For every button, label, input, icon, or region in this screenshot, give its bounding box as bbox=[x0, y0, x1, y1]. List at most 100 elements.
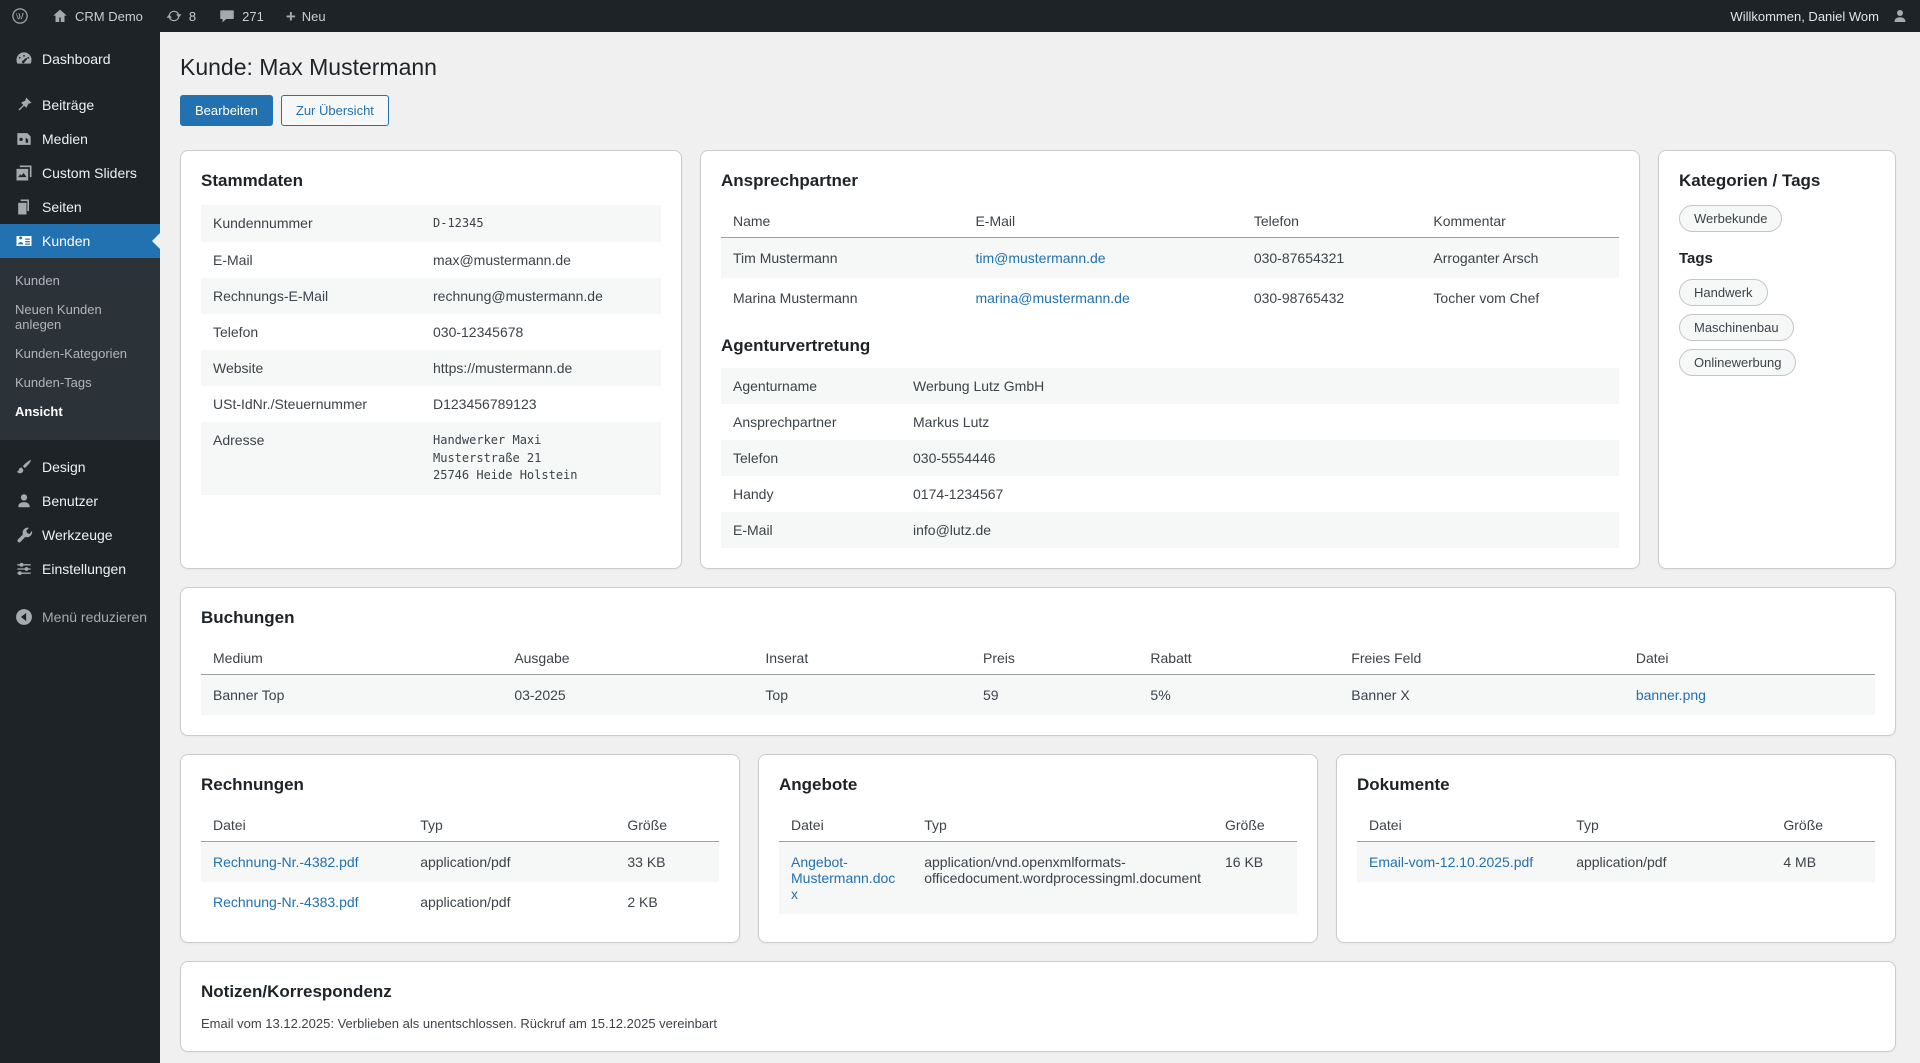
admin-sidebar: Dashboard Beiträge Medien Custom Sliders… bbox=[0, 32, 160, 1063]
pages-icon bbox=[14, 197, 34, 217]
stammdaten-row: Kundennummer D-12345 bbox=[201, 205, 661, 242]
sidebar-item-kunden[interactable]: Kunden bbox=[0, 224, 160, 258]
cell-medium: Banner Top bbox=[201, 675, 502, 716]
images-icon bbox=[14, 163, 34, 183]
offer-file-link[interactable]: Angebot-Mustermann.docx bbox=[791, 854, 895, 902]
field-value: D123456789123 bbox=[433, 396, 537, 412]
column-header: Kommentar bbox=[1421, 205, 1619, 238]
table-row: Marina Mustermann marina@mustermann.de 0… bbox=[721, 278, 1619, 318]
agentur-heading: Agenturvertretung bbox=[721, 336, 1619, 356]
user-icon bbox=[14, 491, 34, 511]
submenu-item-kunden-kategorien[interactable]: Kunden-Kategorien bbox=[0, 339, 160, 368]
sidebar-label: Dashboard bbox=[42, 51, 111, 67]
field-label: Telefon bbox=[733, 450, 913, 466]
cell-rabatt: 5% bbox=[1138, 675, 1339, 716]
stammdaten-row: Website https://mustermann.de bbox=[201, 350, 661, 386]
column-header: Ausgabe bbox=[502, 642, 753, 675]
agentur-row: Handy 0174-1234567 bbox=[721, 476, 1619, 512]
sidebar-item-custom-sliders[interactable]: Custom Sliders bbox=[0, 156, 160, 190]
billing-email-link[interactable]: rechnung@mustermann.de bbox=[433, 288, 603, 304]
sidebar-item-beitraege[interactable]: Beiträge bbox=[0, 88, 160, 122]
email-link[interactable]: max@mustermann.de bbox=[433, 252, 571, 268]
field-label: Agenturname bbox=[733, 378, 913, 394]
column-header: Datei bbox=[1624, 642, 1875, 675]
home-icon bbox=[51, 7, 69, 25]
submenu-item-kunden[interactable]: Kunden bbox=[0, 266, 160, 295]
overview-button[interactable]: Zur Übersicht bbox=[281, 95, 389, 126]
field-value: 030-12345678 bbox=[433, 324, 523, 340]
website-link[interactable]: https://mustermann.de bbox=[433, 360, 572, 376]
field-label: Rechnungs-E-Mail bbox=[213, 288, 433, 304]
ansprechpartner-table: Name E-Mail Telefon Kommentar Tim Muster… bbox=[721, 205, 1619, 318]
plus-icon: + bbox=[286, 8, 296, 25]
wordpress-menu[interactable] bbox=[0, 0, 40, 32]
contact-email-link[interactable]: tim@mustermann.de bbox=[975, 250, 1105, 266]
column-header: Größe bbox=[1213, 809, 1297, 842]
cell-typ: application/pdf bbox=[408, 842, 615, 883]
stammdaten-row: USt-IdNr./Steuernummer D123456789123 bbox=[201, 386, 661, 422]
submenu-item-kunden-tags[interactable]: Kunden-Tags bbox=[0, 368, 160, 397]
comments-link[interactable]: 271 bbox=[207, 0, 275, 32]
cell-name: Marina Mustermann bbox=[721, 278, 963, 318]
agentur-row: Telefon 030-5554446 bbox=[721, 440, 1619, 476]
site-name-link[interactable]: CRM Demo bbox=[40, 0, 154, 32]
cell-groesse: 4 MB bbox=[1771, 842, 1875, 883]
cell-kommentar: Tocher vom Chef bbox=[1421, 278, 1619, 318]
submenu-item-ansicht[interactable]: Ansicht bbox=[0, 397, 160, 426]
sidebar-item-dashboard[interactable]: Dashboard bbox=[0, 42, 160, 76]
update-icon bbox=[165, 7, 183, 25]
new-content-button[interactable]: + Neu bbox=[275, 0, 337, 32]
sidebar-item-medien[interactable]: Medien bbox=[0, 122, 160, 156]
column-header: Typ bbox=[408, 809, 615, 842]
cell-preis: 59 bbox=[971, 675, 1138, 716]
tag-pill: Maschinenbau bbox=[1679, 314, 1794, 341]
brush-icon bbox=[14, 457, 34, 477]
sidebar-item-seiten[interactable]: Seiten bbox=[0, 190, 160, 224]
submenu-item-neuen-kunden-anlegen[interactable]: Neuen Kunden anlegen bbox=[0, 295, 160, 339]
agentur-email-link[interactable]: info@lutz.de bbox=[913, 522, 991, 538]
sidebar-item-einstellungen[interactable]: Einstellungen bbox=[0, 552, 160, 586]
cell-typ: application/vnd.openxmlformats-officedoc… bbox=[912, 842, 1213, 915]
cell-kommentar: Arroganter Arsch bbox=[1421, 238, 1619, 279]
account-menu[interactable]: Willkommen, Daniel Wom bbox=[1713, 0, 1920, 32]
dokumente-card: Dokumente Datei Typ Größe Email-vom-12.1… bbox=[1336, 754, 1896, 943]
sidebar-label: Kunden bbox=[42, 233, 90, 249]
sidebar-item-benutzer[interactable]: Benutzer bbox=[0, 484, 160, 518]
agentur-row: E-Mail info@lutz.de bbox=[721, 512, 1619, 548]
stammdaten-card: Stammdaten Kundennummer D-12345 E-Mail m… bbox=[180, 150, 682, 569]
buchungen-heading: Buchungen bbox=[201, 608, 1875, 628]
contact-email-link[interactable]: marina@mustermann.de bbox=[975, 290, 1129, 306]
media-icon bbox=[14, 129, 34, 149]
invoice-file-link[interactable]: Rechnung-Nr.-4383.pdf bbox=[213, 894, 359, 910]
ansprechpartner-heading: Ansprechpartner bbox=[721, 171, 1619, 191]
collapse-menu-button[interactable]: Menü reduzieren bbox=[0, 600, 160, 634]
user-avatar-icon bbox=[1891, 7, 1909, 25]
document-file-link[interactable]: Email-vom-12.10.2025.pdf bbox=[1369, 854, 1533, 870]
field-label: Website bbox=[213, 360, 433, 376]
field-label: Handy bbox=[733, 486, 913, 502]
sidebar-label: Custom Sliders bbox=[42, 165, 137, 181]
sidebar-label: Einstellungen bbox=[42, 561, 126, 577]
address-value: Handwerker Maxi Musterstraße 21 25746 He… bbox=[433, 432, 578, 484]
tags-heading: Tags bbox=[1679, 250, 1875, 267]
column-header: Typ bbox=[912, 809, 1213, 842]
field-value: 0174-1234567 bbox=[913, 486, 1003, 502]
edit-button[interactable]: Bearbeiten bbox=[180, 95, 273, 126]
column-header: Größe bbox=[1771, 809, 1875, 842]
column-header: Telefon bbox=[1242, 205, 1422, 238]
cell-ausgabe: 03-2025 bbox=[502, 675, 753, 716]
dokumente-table: Datei Typ Größe Email-vom-12.10.2025.pdf… bbox=[1357, 809, 1875, 882]
invoice-file-link[interactable]: Rechnung-Nr.-4382.pdf bbox=[213, 854, 359, 870]
field-label: Telefon bbox=[213, 324, 433, 340]
id-card-icon bbox=[14, 231, 34, 251]
settings-icon bbox=[14, 559, 34, 579]
updates-link[interactable]: 8 bbox=[154, 0, 207, 32]
sidebar-item-werkzeuge[interactable]: Werkzeuge bbox=[0, 518, 160, 552]
sidebar-item-design[interactable]: Design bbox=[0, 450, 160, 484]
cell-typ: application/pdf bbox=[408, 882, 615, 922]
booking-file-link[interactable]: banner.png bbox=[1636, 687, 1706, 703]
column-header: Datei bbox=[779, 809, 912, 842]
table-row: Angebot-Mustermann.docx application/vnd.… bbox=[779, 842, 1297, 915]
category-pill: Werbekunde bbox=[1679, 205, 1782, 232]
agentur-row: Agenturname Werbung Lutz GmbH bbox=[721, 368, 1619, 404]
